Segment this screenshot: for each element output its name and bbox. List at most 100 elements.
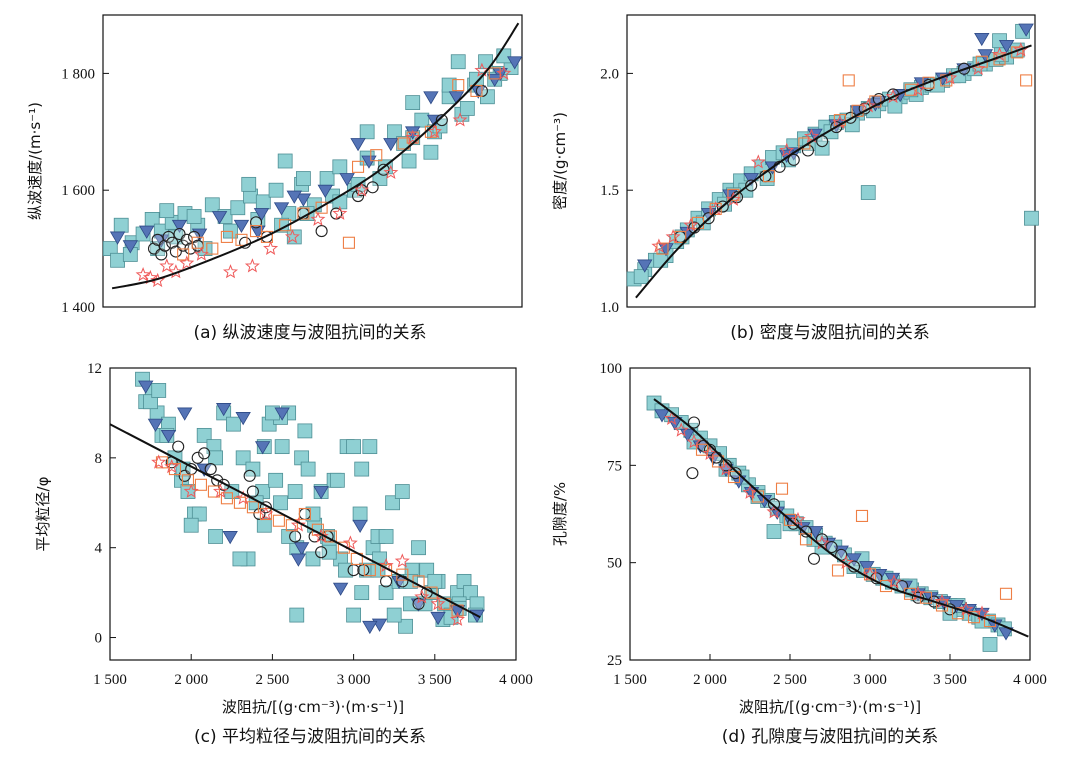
orange-square-point (999, 587, 1013, 600)
cyan-square-point (332, 159, 348, 175)
red-star-point (151, 454, 167, 469)
black-circle-point (745, 179, 758, 192)
cyan-square-point (459, 101, 475, 116)
orange-square-point (922, 76, 935, 89)
y-tick-label-a: 1 400 (61, 300, 95, 316)
orange-square-point (370, 149, 383, 162)
cyan-square-point (414, 112, 430, 128)
y-tick-label-c: 4 (95, 541, 103, 557)
fit-curve-a (111, 22, 520, 290)
plot-frame-b (626, 14, 1036, 308)
red-star-point (430, 595, 446, 611)
blue-triangle-point (317, 184, 333, 198)
fit-curve-b (635, 44, 1032, 299)
cyan-square-point (268, 182, 284, 198)
orange-square-point (656, 242, 669, 255)
orange-square-point (425, 586, 438, 599)
orange-square-point (260, 230, 274, 243)
orange-square-point (220, 230, 233, 243)
red-star-point (496, 65, 512, 80)
red-star-point (686, 434, 702, 449)
orange-square-point (1020, 74, 1033, 87)
blue-triangle-point (109, 231, 126, 245)
red-star-point (974, 605, 990, 620)
cyan-square-point (151, 383, 167, 398)
blue-triangle-point (507, 56, 523, 70)
cyan-square-point (378, 585, 394, 601)
cyan-square-point (300, 461, 316, 477)
cyan-square-point (419, 562, 435, 578)
plot-frame-c (109, 367, 517, 661)
cyan-square-point (289, 607, 305, 623)
cyan-square-point (232, 551, 248, 567)
black-circle-point (249, 216, 263, 229)
x-axis-label-d: 波阻抗/[(g·cm⁻³)·(m·s⁻¹)] (739, 698, 921, 716)
y-axis-label-c: 平均粒径/φ (34, 476, 52, 551)
blue-triangle-point (177, 407, 193, 421)
y-axis-label-b: 密度/(g·cm⁻³) (551, 112, 569, 210)
orange-square-point (337, 541, 350, 554)
orange-square-point (983, 615, 997, 628)
y-tick-label-a: 1 800 (61, 66, 95, 82)
orange-square-point (298, 507, 311, 521)
blue-triangle-point (286, 190, 302, 204)
black-circle-point (435, 114, 448, 127)
orange-square-point (904, 83, 917, 96)
caption-b: (b) 密度与波阻抗间的关系 (730, 323, 929, 343)
cyan-square-point (241, 176, 257, 192)
cyan-square-point (226, 416, 241, 432)
orange-square-point (220, 492, 233, 505)
cyan-square-point (297, 423, 313, 439)
cyan-square-point (359, 124, 375, 140)
blue-triangle-point (486, 73, 503, 88)
red-star-point (803, 128, 820, 143)
cyan-square-point (245, 461, 261, 477)
red-star-point (164, 458, 180, 474)
orange-square-point (351, 160, 365, 173)
orange-square-point (246, 501, 259, 514)
red-star-point (383, 164, 399, 180)
red-star-point (222, 264, 239, 279)
black-circle-point (686, 467, 699, 480)
cyan-square-point (143, 394, 159, 410)
blue-triangle-point (833, 545, 849, 559)
cyan-square-point (427, 573, 443, 589)
black-circle-point (807, 552, 821, 565)
red-star-point (332, 205, 348, 220)
y-tick-label-b: 1.0 (600, 300, 619, 316)
blue-triangle-point (290, 553, 307, 567)
cyan-square-point (860, 185, 876, 200)
red-star-point (183, 483, 199, 498)
blue-triangle-point (139, 225, 155, 239)
cyan-square-point (274, 439, 290, 455)
black-circle-point (166, 236, 179, 249)
blue-triangle-point (846, 553, 862, 567)
x-tick-label-d: 3 500 (933, 672, 967, 688)
red-star-point (742, 484, 758, 499)
cyan-square-point (256, 517, 272, 533)
orange-square-point (207, 485, 220, 498)
orange-square-point (470, 84, 483, 97)
blue-triangle-point (273, 202, 290, 216)
blue-triangle-point (295, 193, 312, 207)
black-circle-point (191, 451, 204, 464)
cyan-square-point (423, 144, 439, 160)
blue-triangle-point (654, 409, 670, 423)
blue-triangle-point (313, 486, 329, 500)
x-tick-label-c: 2 000 (174, 672, 208, 688)
orange-square-point (206, 242, 219, 255)
black-circle-point (243, 469, 256, 482)
y-tick-label-c: 8 (95, 451, 103, 467)
cyan-square-point (235, 450, 251, 466)
y-tick-label-d: 25 (607, 653, 622, 669)
blue-triangle-point (352, 519, 368, 534)
blue-triangle-point (974, 32, 990, 47)
red-star-point (450, 611, 466, 626)
blue-triangle-point (160, 429, 177, 444)
cyan-square-point (385, 495, 400, 511)
data-points (102, 23, 1039, 652)
red-star-point (750, 154, 766, 169)
blue-triangle-point (448, 91, 465, 105)
labels: 1 400 1 600 1 800 纵波速度/(m·s⁻¹) (a) 纵波速度与波阻抗间… (26, 66, 1047, 747)
x-tick-label-d: 2 500 (773, 672, 807, 688)
